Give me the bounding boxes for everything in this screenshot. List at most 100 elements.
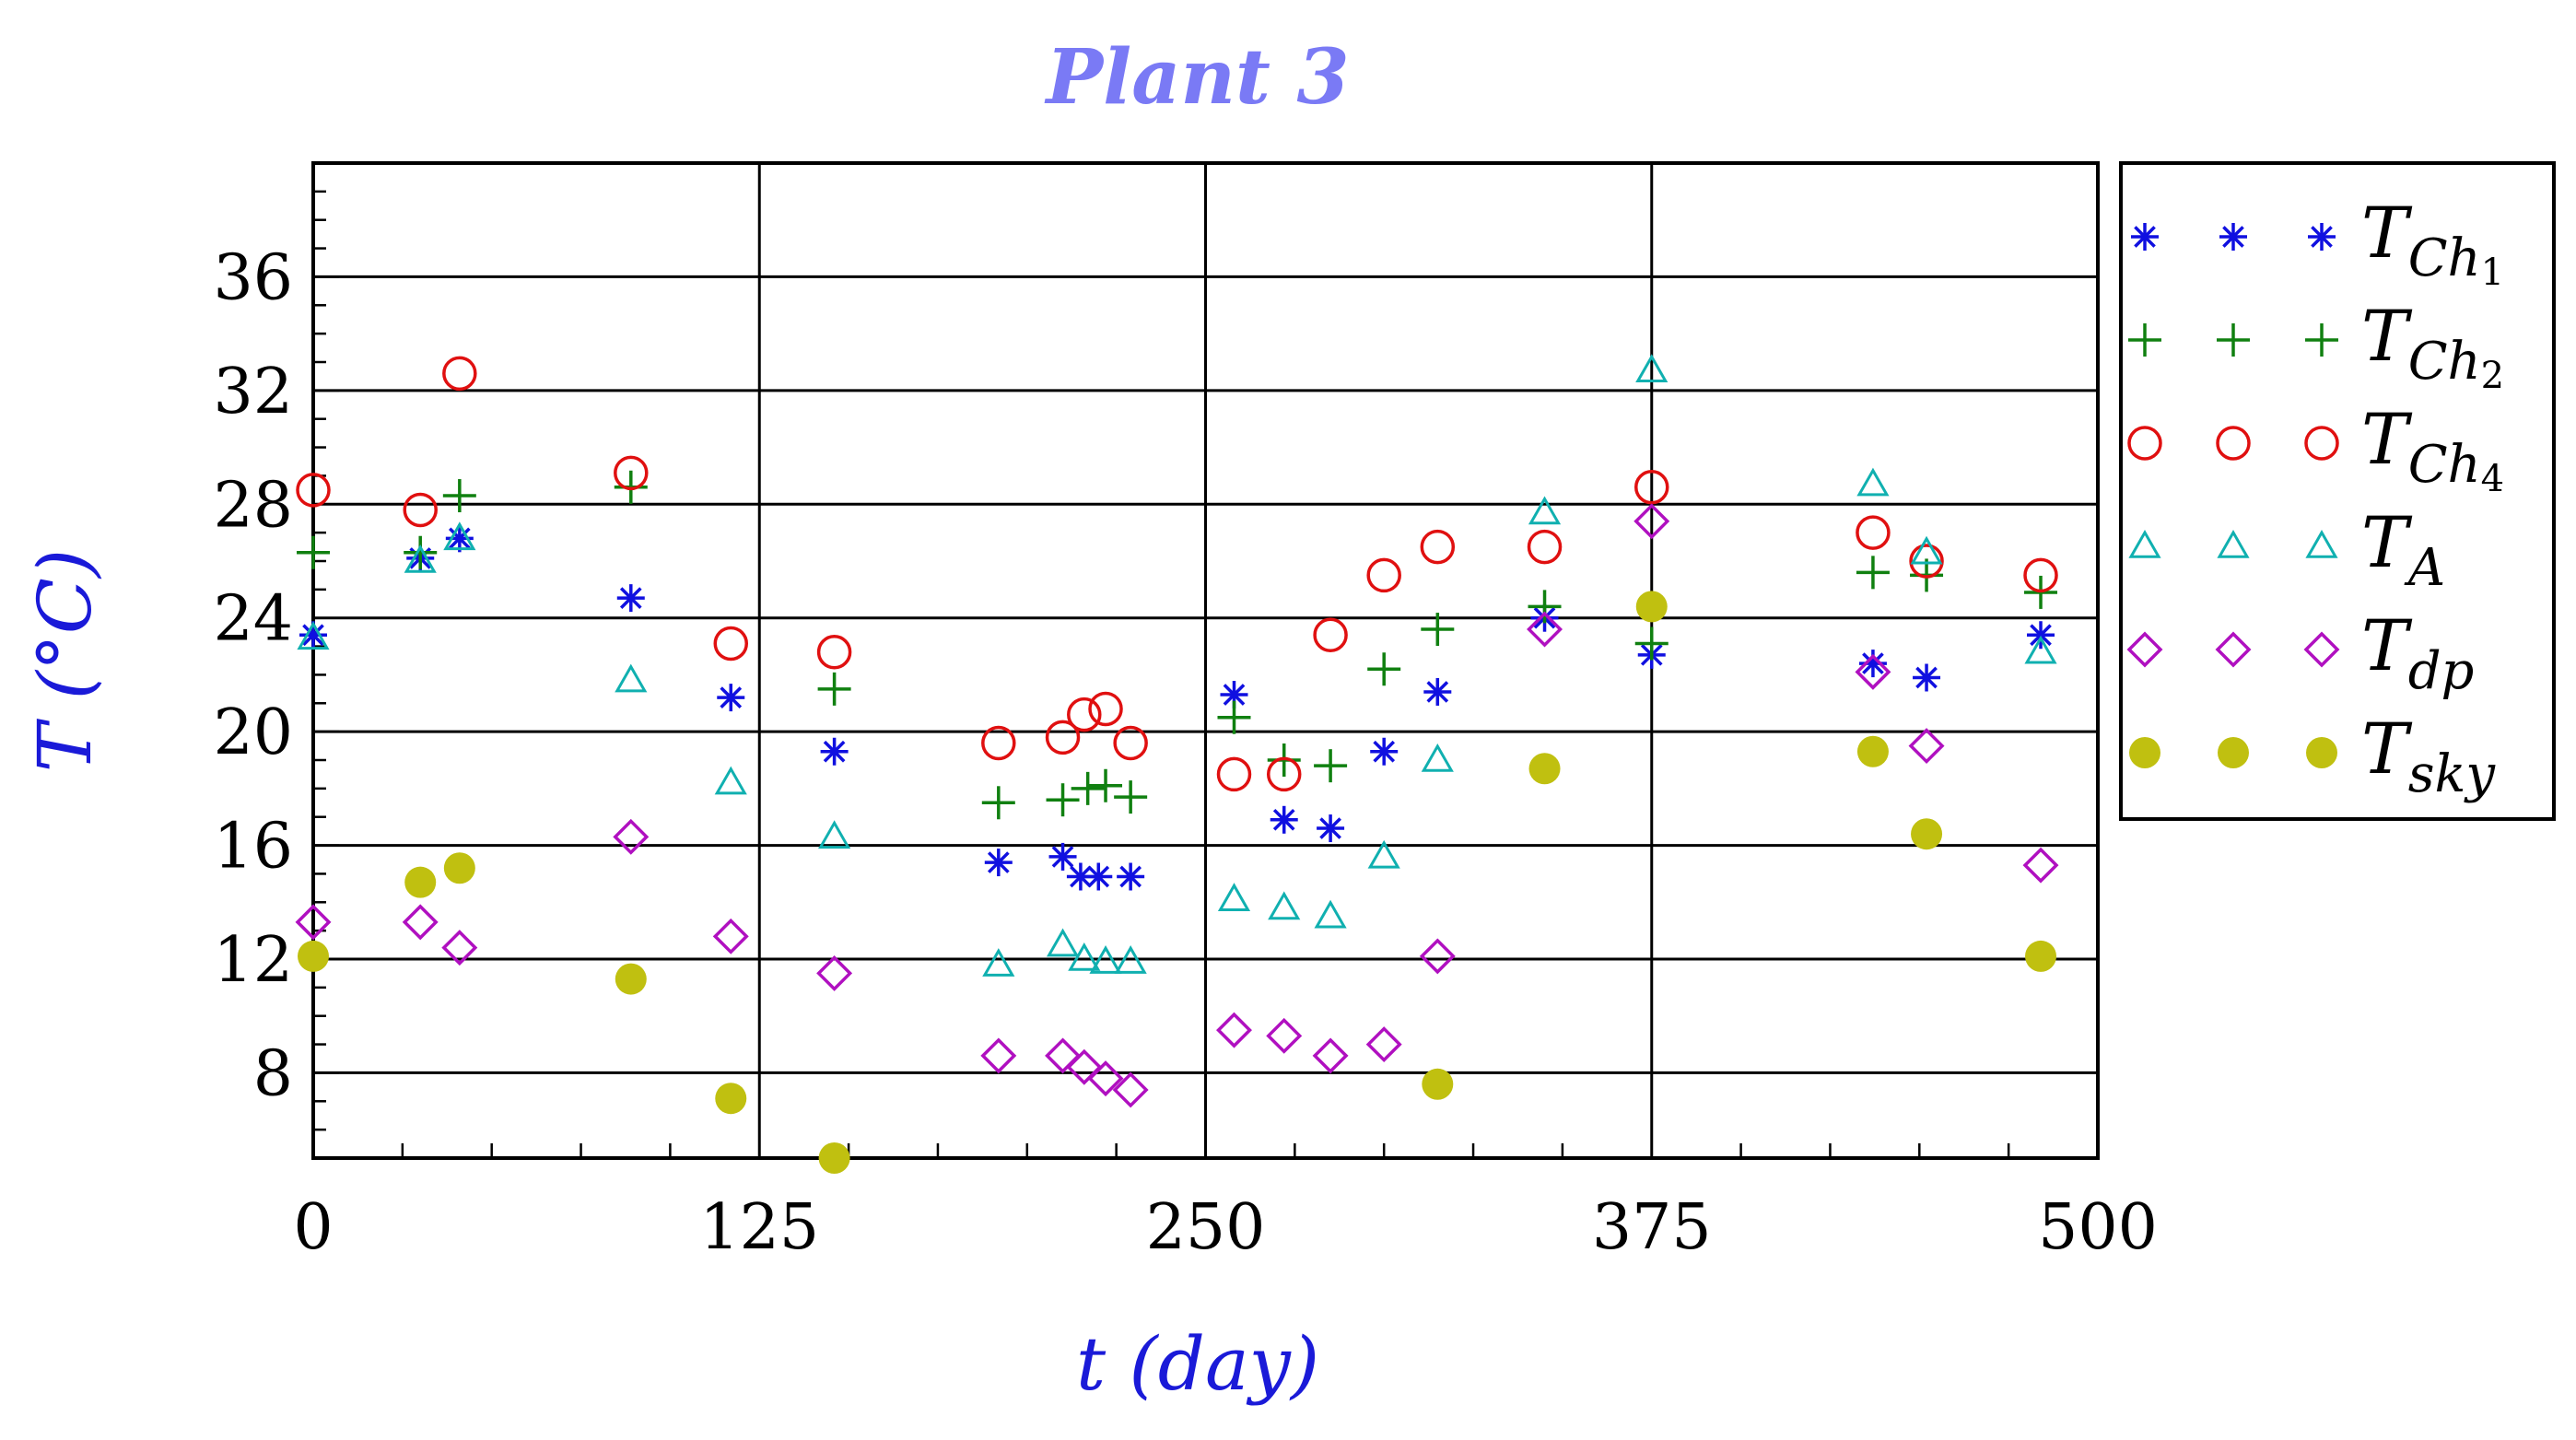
data-point bbox=[613, 818, 650, 855]
legend-marker bbox=[2215, 631, 2252, 668]
data-point bbox=[817, 672, 851, 706]
y-axis-label: T (°C) bbox=[22, 549, 108, 772]
data-point bbox=[297, 621, 330, 650]
y-tick-label: 8 bbox=[253, 1037, 293, 1110]
data-point bbox=[715, 1083, 747, 1115]
data-point bbox=[1045, 1037, 1082, 1074]
y-tick-label: 16 bbox=[213, 811, 293, 884]
legend-item-T_dp: Tdp bbox=[2126, 604, 2474, 701]
data-point bbox=[1856, 515, 1891, 550]
data-point bbox=[818, 1142, 850, 1174]
legend-marker bbox=[2128, 529, 2161, 558]
data-point bbox=[1856, 735, 1889, 767]
data-point bbox=[1114, 780, 1148, 814]
y-tick-label: 28 bbox=[213, 469, 293, 542]
data-point bbox=[2023, 557, 2058, 593]
data-point bbox=[1911, 818, 1943, 850]
data-point bbox=[713, 626, 749, 661]
data-point bbox=[982, 948, 1015, 977]
legend-label: Tsky bbox=[2361, 708, 2496, 804]
data-point bbox=[404, 866, 437, 898]
data-point bbox=[1528, 753, 1561, 785]
y-tick-label: 20 bbox=[213, 697, 293, 769]
legend-item-T_Ch4: TCh4 bbox=[2127, 398, 2504, 500]
x-tick-label: 500 bbox=[2038, 1191, 2158, 1264]
data-point bbox=[981, 725, 1016, 761]
data-point bbox=[1528, 590, 1562, 624]
data-points bbox=[295, 354, 2059, 1174]
data-point bbox=[404, 544, 437, 573]
data-point bbox=[1366, 557, 1401, 593]
data-point bbox=[1367, 839, 1400, 869]
data-point bbox=[1268, 891, 1301, 920]
x-tick-label: 250 bbox=[1146, 1191, 1266, 1264]
data-point bbox=[1908, 728, 1945, 765]
data-point bbox=[614, 455, 649, 491]
data-point bbox=[615, 663, 648, 693]
legend-marker bbox=[2219, 223, 2247, 251]
data-point bbox=[1527, 611, 1563, 648]
data-point bbox=[1314, 749, 1348, 783]
data-point bbox=[1313, 617, 1348, 652]
legend-marker bbox=[2131, 223, 2159, 251]
data-point bbox=[712, 918, 749, 954]
data-point bbox=[296, 473, 331, 508]
series-T_sky bbox=[298, 591, 2057, 1174]
data-point bbox=[1071, 771, 1105, 805]
data-point bbox=[714, 766, 747, 795]
legend-label: TCh1 bbox=[2361, 192, 2504, 294]
data-point bbox=[980, 1037, 1017, 1074]
data-point bbox=[1913, 663, 1941, 692]
data-point bbox=[404, 535, 438, 569]
data-point bbox=[1633, 503, 1670, 540]
chart-title: Plant 3 bbox=[1044, 33, 1349, 122]
data-point bbox=[1419, 938, 1456, 975]
data-point bbox=[1855, 653, 1891, 690]
data-point bbox=[1089, 768, 1123, 802]
data-point bbox=[1365, 1026, 1402, 1063]
data-point bbox=[1068, 942, 1101, 971]
legend-marker bbox=[2127, 426, 2162, 461]
data-point bbox=[1635, 354, 1669, 383]
data-point bbox=[1217, 883, 1251, 911]
data-point bbox=[1910, 535, 1943, 565]
data-point bbox=[1528, 496, 1562, 525]
data-point bbox=[1048, 842, 1077, 871]
legend-marker bbox=[2305, 323, 2338, 357]
data-point bbox=[442, 479, 476, 513]
data-point bbox=[1421, 743, 1454, 772]
data-point bbox=[1112, 1071, 1149, 1108]
data-point bbox=[615, 963, 647, 995]
data-point bbox=[1046, 783, 1080, 817]
data-point bbox=[295, 904, 332, 941]
data-point bbox=[1117, 862, 1145, 891]
legend-label: TCh2 bbox=[2361, 295, 2504, 397]
data-point bbox=[1066, 862, 1095, 891]
data-point bbox=[1527, 529, 1563, 565]
legend-marker bbox=[2128, 323, 2161, 357]
legend-label: Tdp bbox=[2361, 604, 2474, 701]
data-point bbox=[1314, 899, 1347, 929]
data-point bbox=[2025, 940, 2057, 972]
data-point bbox=[1634, 470, 1669, 505]
data-point bbox=[2022, 847, 2059, 884]
data-point bbox=[1423, 677, 1452, 706]
legend-marker bbox=[2303, 631, 2340, 668]
legend-marker bbox=[2126, 631, 2163, 668]
data-point bbox=[1858, 650, 1887, 678]
data-point bbox=[402, 904, 439, 941]
data-point bbox=[1216, 756, 1252, 792]
data-point bbox=[443, 852, 475, 884]
legend-marker bbox=[2304, 426, 2339, 461]
data-point bbox=[1909, 544, 1944, 579]
data-point bbox=[298, 940, 329, 972]
data-point bbox=[820, 737, 849, 766]
series-T_dp bbox=[295, 503, 2059, 1108]
data-point bbox=[981, 786, 1015, 820]
data-point bbox=[1088, 691, 1123, 727]
data-point bbox=[1266, 1017, 1303, 1054]
data-point bbox=[2024, 635, 2057, 664]
data-point bbox=[984, 849, 1013, 877]
